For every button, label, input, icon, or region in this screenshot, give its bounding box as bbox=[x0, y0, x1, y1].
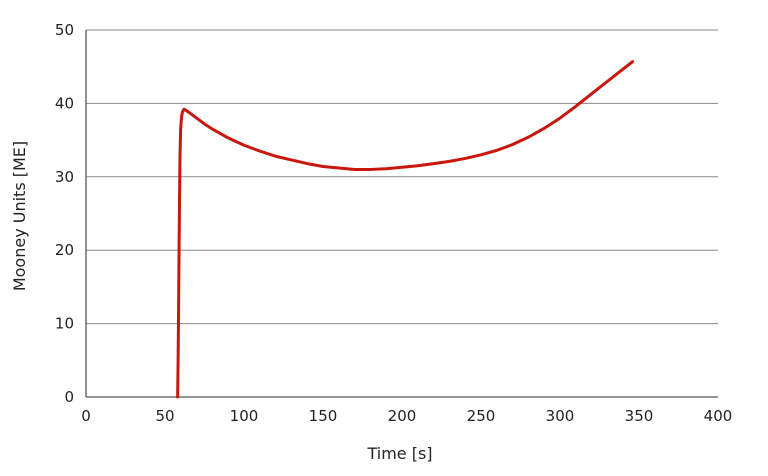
y-tick-label: 30 bbox=[55, 168, 74, 186]
x-tick-label: 200 bbox=[388, 407, 417, 425]
x-tick-label: 100 bbox=[230, 407, 259, 425]
y-tick-labels: 0 10 20 30 40 50 bbox=[55, 21, 74, 406]
y-tick-label: 10 bbox=[55, 315, 74, 333]
x-tick-label: 300 bbox=[546, 407, 575, 425]
series-line-0 bbox=[176, 60, 635, 399]
x-tick-label: 0 bbox=[81, 407, 91, 425]
y-tick-label: 50 bbox=[55, 21, 74, 39]
y-axis-label: Mooney Units [ME] bbox=[10, 141, 29, 291]
series-layer bbox=[176, 60, 635, 399]
y-tick-label: 0 bbox=[64, 388, 74, 406]
gridlines bbox=[86, 29, 718, 325]
y-tick-label: 20 bbox=[55, 241, 74, 259]
axes bbox=[85, 30, 718, 398]
x-tick-label: 250 bbox=[467, 407, 496, 425]
y-tick-label: 40 bbox=[55, 94, 74, 112]
x-tick-label: 350 bbox=[625, 407, 654, 425]
x-axis-label: Time [s] bbox=[366, 444, 432, 463]
x-tick-label: 150 bbox=[309, 407, 338, 425]
x-tick-label: 400 bbox=[704, 407, 733, 425]
x-tick-label: 50 bbox=[155, 407, 174, 425]
x-tick-labels: 0 50 100 150 200 250 300 350 400 bbox=[81, 407, 732, 425]
